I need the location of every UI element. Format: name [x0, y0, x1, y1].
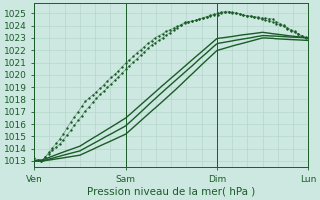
X-axis label: Pression niveau de la mer( hPa ): Pression niveau de la mer( hPa ) [87, 187, 255, 197]
